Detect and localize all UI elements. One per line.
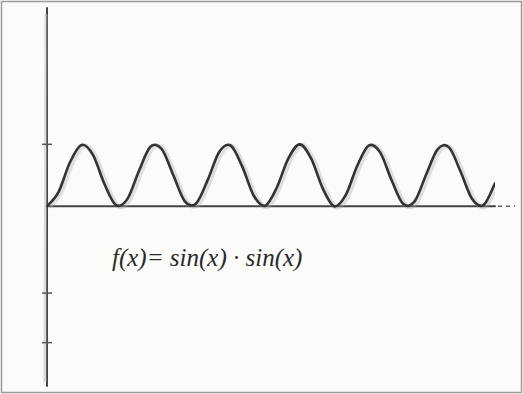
y-axis-shade: [45, 14, 46, 382]
axes: [42, 8, 515, 386]
x-axis-continuation: [498, 206, 515, 208]
y-tick: [42, 342, 52, 344]
formula: f(x)= sin(x) · sin(x): [112, 244, 302, 272]
curve: [47, 144, 495, 206]
page: {"chart_data": {"type": "line", "annotat…: [0, 0, 523, 394]
y-axis: [46, 8, 48, 386]
y-tick: [42, 144, 52, 146]
paper: [0, 0, 523, 394]
frame: [2, 2, 522, 393]
plot-area: [47, 144, 495, 207]
y-tick: [42, 292, 52, 294]
chart: f(x)= sin(x) · sin(x): [0, 0, 523, 394]
